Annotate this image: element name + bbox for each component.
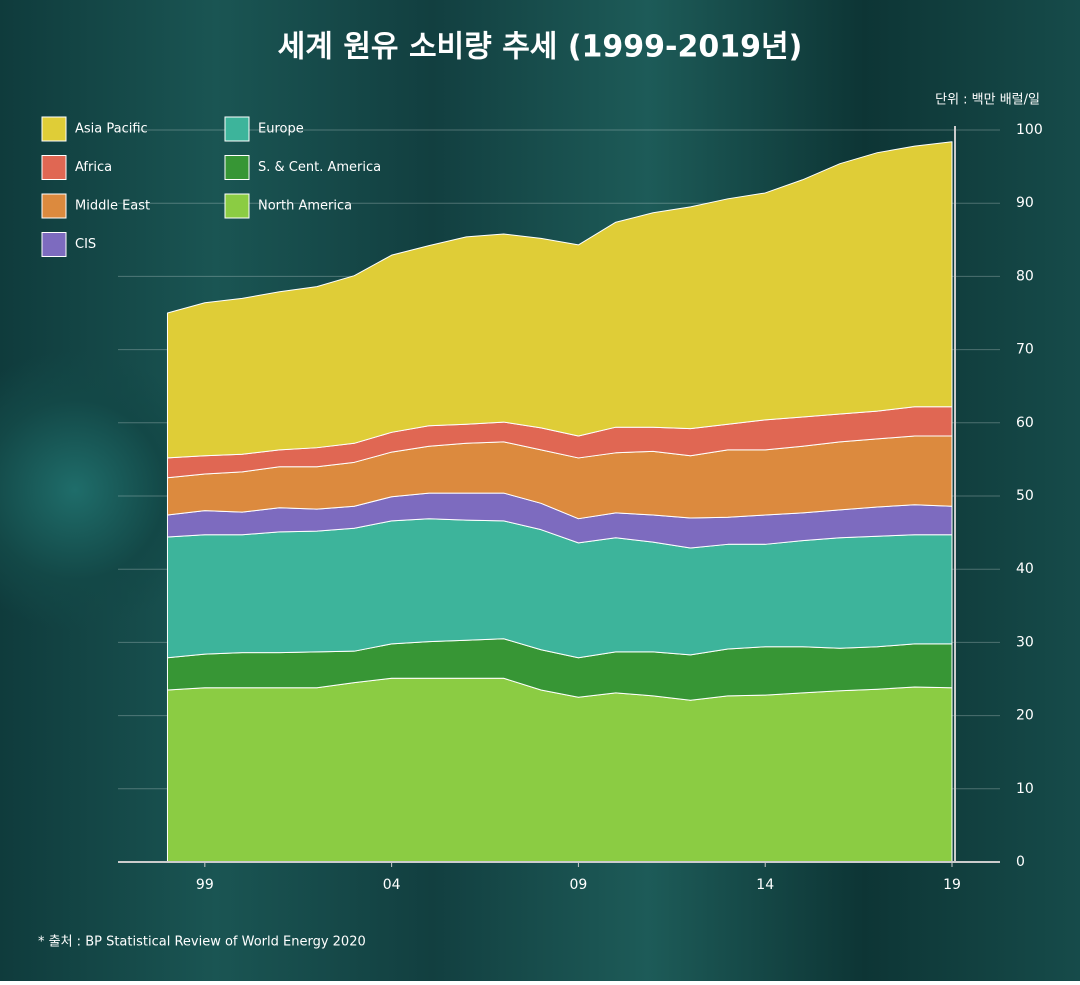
legend-swatch	[41, 116, 67, 142]
x-tick-label: 99	[196, 877, 214, 893]
source-note: * 출처 : BP Statistical Review of World En…	[38, 935, 366, 950]
y-tick-label: 10	[1016, 781, 1034, 797]
y-tick-label: 60	[1016, 415, 1034, 431]
x-tick-label: 09	[570, 877, 588, 893]
legend-label: Africa	[75, 160, 112, 175]
area	[166, 677, 953, 863]
y-tick-label: 80	[1016, 268, 1034, 284]
legend-label: Asia Pacific	[75, 122, 148, 137]
unit-label: 단위 : 백만 배럴/일	[935, 93, 1040, 108]
y-tick-label: 50	[1016, 488, 1034, 504]
legend-item: Middle East	[41, 193, 150, 219]
legend-label: S. & Cent. America	[258, 160, 381, 175]
legend-item: Africa	[41, 155, 112, 180]
legend-item: Europe	[224, 116, 304, 142]
legend-swatch	[224, 116, 250, 142]
legend-item: CIS	[41, 232, 96, 257]
y-tick-label: 90	[1016, 195, 1034, 211]
legend-swatch	[224, 155, 250, 180]
legend-label: CIS	[75, 237, 96, 252]
legend-item: North America	[224, 193, 352, 219]
y-tick-label: 40	[1016, 561, 1034, 577]
y-tick-label: 100	[1016, 122, 1043, 138]
chart-title: 세계 원유 소비량 추세 (1999-2019년)	[278, 30, 803, 65]
area	[166, 518, 953, 659]
y-tick-label: 20	[1016, 708, 1034, 724]
y-tick-label: 30	[1016, 634, 1034, 650]
x-tick-label: 04	[383, 877, 401, 893]
legend-swatch	[41, 155, 67, 180]
area	[166, 141, 953, 459]
legend-item: S. & Cent. America	[224, 155, 381, 180]
x-tick-label: 19	[943, 877, 961, 893]
y-tick-label: 0	[1016, 854, 1025, 870]
legend-label: North America	[258, 199, 352, 214]
x-tick-label: 14	[756, 877, 774, 893]
legend-swatch	[224, 193, 250, 219]
y-tick-label: 70	[1016, 342, 1034, 358]
legend-item: Asia Pacific	[41, 116, 148, 142]
legend-label: Europe	[258, 122, 304, 137]
legend-swatch	[41, 232, 67, 257]
legend-swatch	[41, 193, 67, 219]
legend-label: Middle East	[75, 199, 150, 214]
